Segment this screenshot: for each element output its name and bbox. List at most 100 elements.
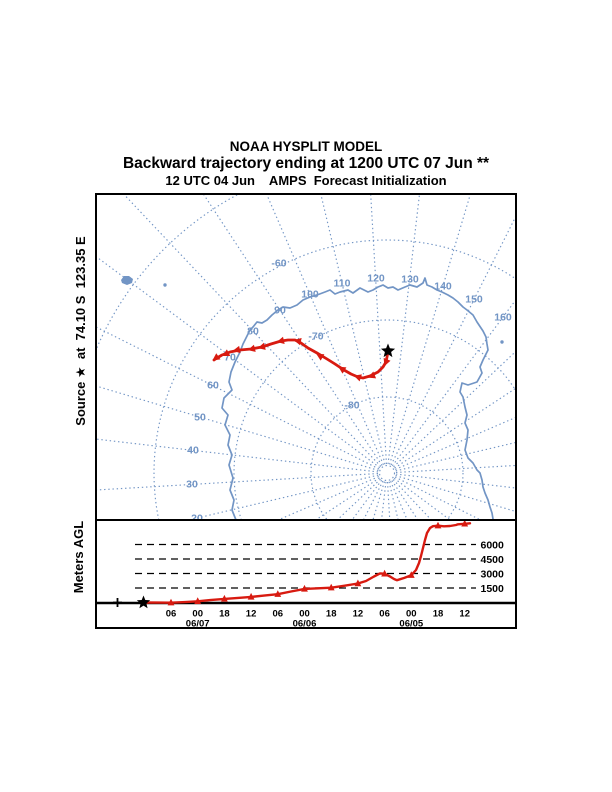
longitude-label: 40 [187,445,199,457]
height-marker [354,579,362,587]
latitude-circle [153,239,516,520]
meridian-line [122,194,382,467]
altitude-label: 4500 [481,554,505,566]
altitude-label: 6000 [481,539,505,551]
meridian-line [202,194,383,466]
trajectory-marker [212,353,221,361]
meridian-line [265,194,384,465]
longitude-label: 120 [367,273,385,285]
longitude-label: 70 [224,352,236,364]
time-tick-label: 06 [273,609,284,620]
trajectory-marker [222,349,231,356]
meridian-line [391,298,516,467]
height-marker [221,594,228,602]
pole-circle [378,464,396,482]
trajectory-line [212,338,390,380]
date-label: 06/05 [399,619,423,630]
source-star-icon [380,343,396,358]
meridian-line [395,416,516,470]
latitude-label: -60 [271,258,286,270]
time-tick-label: 12 [246,609,257,620]
longitude-label: 140 [434,281,452,293]
map-content: 20 30 40 50 60 70 80 90 100 110 120 130 140 150 160 -60… [0,68,612,792]
trajectory-marker [383,357,391,367]
time-tick-label: 18 [326,609,337,620]
meridian-line [96,472,379,491]
latitude-circle [310,396,464,520]
meridian-line [394,387,516,469]
height-marker [381,569,388,577]
meridian-line [391,480,419,520]
longitude-label: 150 [465,294,483,306]
profile-frame [95,519,517,629]
meridian-line [96,326,380,470]
time-tick-label: 18 [219,609,230,620]
meteorology-subtitle: 12 UTC 04 Jun AMPS Forecast Initializati… [165,173,447,188]
longitude-label: 20 [191,513,203,525]
meridian-line [392,479,433,520]
height-marker [301,584,308,592]
meridian-line [395,441,516,472]
date-label: 06/06 [293,619,317,630]
height-marker [407,571,415,578]
trajectory-marker [316,353,325,361]
longitude-label: 30 [186,479,198,491]
longitude-label: 160 [494,312,512,324]
meridian-line [96,438,379,473]
longitude-label: 50 [194,412,206,424]
meridian-line [96,385,379,471]
model-title: NOAA HYSPLIT MODEL [229,139,383,154]
height-marker [434,521,442,529]
profile-star-icon [136,595,151,609]
trajectory-marker [367,371,377,379]
island [121,276,133,285]
time-tick-label: 00 [192,609,203,620]
time-tick-label: 18 [433,609,444,620]
trajectory-marker [276,336,285,344]
longitude-label: 110 [334,278,351,290]
meridian-line [351,479,383,520]
meridian-line [370,194,388,465]
trajectory-marker [232,345,241,354]
time-tick-label: 12 [459,609,470,620]
coastline [221,277,494,520]
meridian-line [362,480,384,520]
meridian-line [395,473,516,489]
meridian-line [393,350,516,468]
meridian-line [314,477,380,520]
time-tick-label: 12 [353,609,364,620]
trajectory-marker [353,374,362,382]
meridian-line [386,481,391,520]
height-marker [167,598,175,606]
meridian-line [96,255,381,469]
date-label: 06/07 [186,619,210,630]
trajectory-marker [293,338,302,346]
longitude-label: 90 [274,305,286,317]
meridian-line [320,194,386,465]
latitude-label: -80 [344,400,359,412]
meridian-line [390,481,408,520]
latitude-circle [0,68,612,792]
time-tick-label: 06 [379,609,390,620]
meridian-line [380,481,387,520]
meridian-line [390,214,516,466]
meridian-line [186,474,379,520]
meridian-line [372,481,385,520]
height-marker [461,519,469,527]
longitude-label: 100 [301,289,319,301]
height-marker [327,583,335,591]
height-marker [194,597,202,604]
time-tick-label: 00 [299,609,310,620]
meridian-line [389,194,472,465]
longitude-label: 130 [401,274,419,286]
meridian-line [395,475,516,513]
meridian-line [387,194,421,465]
meridian-line [388,481,399,520]
trajectory-marker [338,366,347,374]
latitude-label: -70 [308,331,323,343]
island-dot [500,340,504,344]
island-dot [163,283,167,287]
meridian-line [395,464,516,474]
